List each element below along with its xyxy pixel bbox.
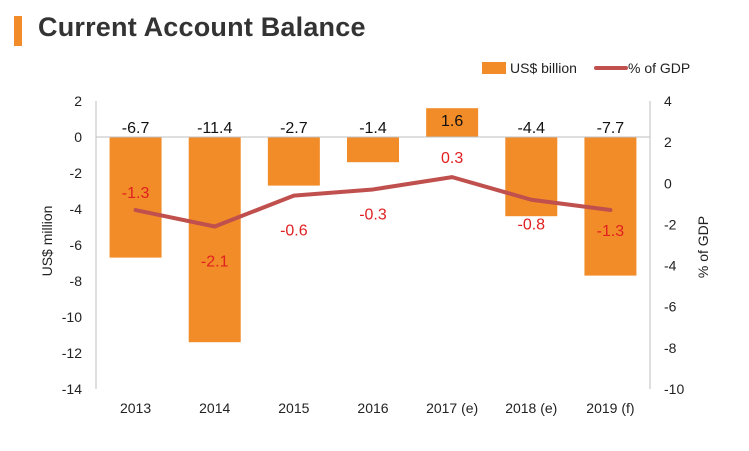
- category-label: 2018 (e): [505, 400, 557, 416]
- y2-tick-label: 2: [664, 134, 672, 150]
- bar-value-label: -2.7: [280, 120, 308, 137]
- y2-axis-title: % of GDP: [695, 216, 711, 278]
- category-label: 2015: [278, 400, 309, 416]
- line-value-label: -1.3: [597, 223, 625, 240]
- bar: [426, 108, 479, 137]
- gdp-line: [133, 175, 613, 229]
- category-label: 2014: [199, 400, 230, 416]
- legend-bar-swatch: [482, 62, 506, 74]
- y2-tick-label: -2: [664, 216, 677, 232]
- bar-value-label: -1.4: [359, 120, 387, 137]
- bar-value-label: -11.4: [197, 120, 232, 137]
- line-value-label: -0.8: [517, 217, 545, 234]
- y2-tick-label: 0: [664, 175, 672, 191]
- category-label: 2016: [357, 400, 388, 416]
- line-value-label: -0.3: [359, 206, 387, 223]
- y-tick-label: 2: [74, 93, 82, 109]
- bar: [267, 137, 320, 186]
- y-tick-label: -4: [70, 201, 83, 217]
- line-value-label: -0.6: [280, 223, 308, 240]
- title-accent-bar: [14, 16, 22, 46]
- y-tick-label: -6: [70, 237, 83, 253]
- bar: [109, 137, 162, 258]
- bar-value-label: -7.7: [597, 120, 625, 137]
- bar: [347, 137, 399, 163]
- y-tick-label: -12: [62, 345, 82, 361]
- y-tick-label: -2: [70, 165, 83, 181]
- y-tick-label: -14: [62, 381, 82, 397]
- y-tick-label: -10: [62, 309, 82, 325]
- y2-tick-label: 4: [664, 93, 672, 109]
- y-tick-label: 0: [74, 129, 82, 145]
- legend-bar-label: US$ billion: [510, 60, 577, 76]
- bar-value-label: -6.7: [122, 120, 150, 137]
- y-axis-title: US$ million: [39, 206, 55, 277]
- y-tick-label: -8: [70, 273, 83, 289]
- category-label: 2013: [120, 400, 151, 416]
- category-label: 2019 (f): [586, 400, 634, 416]
- line-value-label: -1.3: [122, 185, 150, 202]
- y2-tick-label: -8: [664, 340, 677, 356]
- legend-line-label: % of GDP: [628, 60, 690, 76]
- bar-value-label: -4.4: [517, 120, 545, 137]
- line-value-label: 0.3: [441, 150, 463, 167]
- y2-tick-label: -10: [664, 381, 684, 397]
- y2-tick-label: -4: [664, 258, 677, 274]
- line-value-label: -2.1: [201, 253, 229, 270]
- y2-tick-label: -6: [664, 299, 677, 315]
- category-label: 2017 (e): [426, 400, 478, 416]
- page-title: Current Account Balance: [38, 12, 366, 42]
- bar: [188, 137, 241, 343]
- bar-value-label: 1.6: [441, 113, 463, 130]
- bar: [505, 137, 558, 217]
